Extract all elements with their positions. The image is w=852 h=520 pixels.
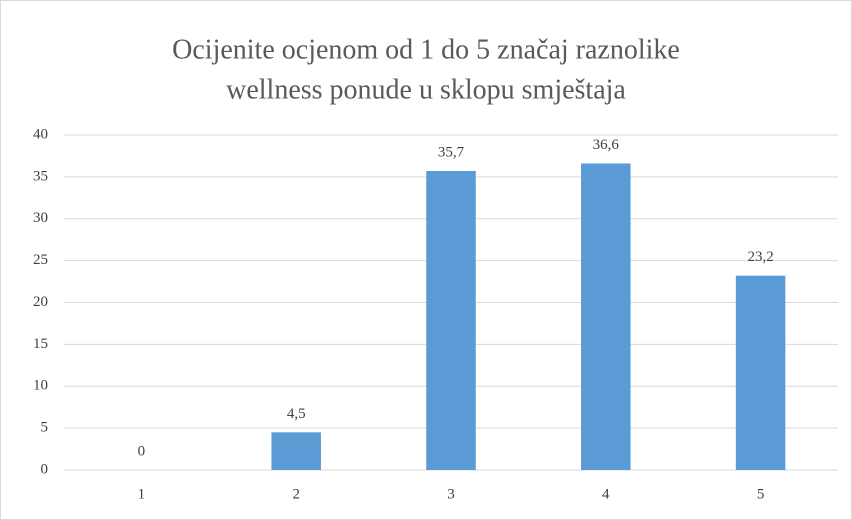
x-tick-label: 2	[292, 486, 300, 502]
y-tick-label: 25	[33, 252, 48, 268]
x-tick-label: 3	[447, 486, 455, 502]
y-tick-label: 5	[41, 420, 49, 436]
x-tick-label: 5	[757, 486, 765, 502]
data-label: 4,5	[287, 406, 306, 422]
y-tick-label: 10	[33, 378, 48, 394]
chart-title: wellness ponude u sklopu smještaja	[226, 74, 626, 105]
x-tick-label: 4	[602, 486, 610, 502]
data-label: 36,6	[593, 137, 620, 153]
bar	[735, 275, 786, 470]
x-tick-label: 1	[138, 486, 146, 502]
y-tick-label: 40	[33, 126, 48, 142]
bar	[426, 171, 476, 470]
y-tick-label: 35	[33, 168, 48, 184]
data-label: 35,7	[438, 144, 465, 160]
bar	[271, 432, 321, 470]
data-label: 0	[138, 443, 146, 459]
y-tick-label: 30	[33, 210, 48, 226]
chart-title: Ocijenite ocjenom od 1 do 5 značaj razno…	[172, 34, 680, 65]
bar	[581, 163, 631, 470]
data-label: 23,2	[747, 249, 773, 265]
y-tick-label: 0	[41, 461, 49, 477]
y-tick-label: 20	[33, 294, 48, 310]
y-tick-label: 15	[33, 336, 48, 352]
